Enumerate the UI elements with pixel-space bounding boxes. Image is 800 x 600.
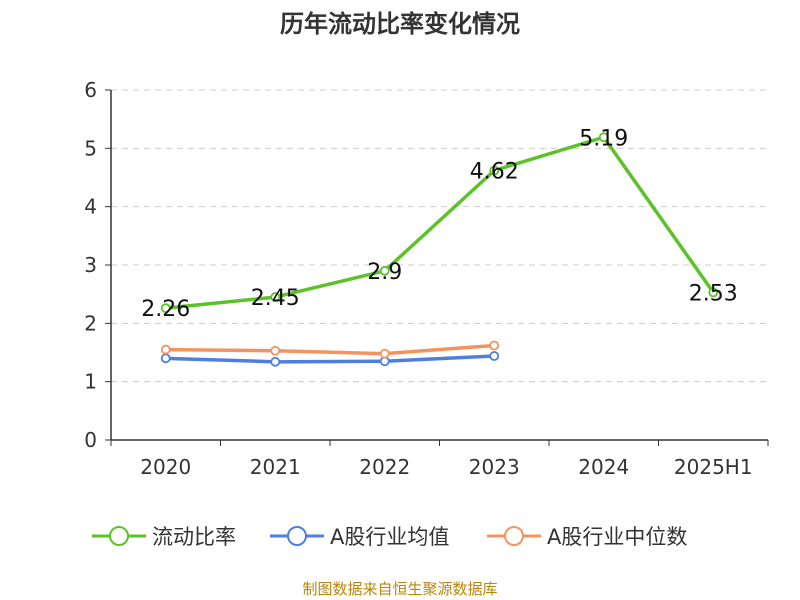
x-tick-label: 2024 xyxy=(578,455,629,479)
legend-label: A股行业中位数 xyxy=(547,525,688,549)
chart-title: 历年流动比率变化情况 xyxy=(280,10,520,38)
series-line xyxy=(165,354,495,364)
x-tick-label: 2025H1 xyxy=(674,455,753,479)
source-note: 制图数据来自恒生聚源数据库 xyxy=(302,580,498,598)
x-tick-label: 2023 xyxy=(469,455,520,479)
data-point xyxy=(598,132,609,143)
legend-item-industry-mean[interactable]: A股行业均值 xyxy=(270,520,449,552)
y-tick-label: 1 xyxy=(84,370,97,394)
series-line xyxy=(165,135,715,310)
data-label: 2.45 xyxy=(251,286,300,311)
data-point xyxy=(160,303,171,314)
series-line xyxy=(165,343,495,356)
data-point xyxy=(708,287,719,298)
data-point xyxy=(160,344,171,355)
data-label: 2.9 xyxy=(367,260,402,285)
grid-lines xyxy=(111,89,768,383)
y-tick-label: 5 xyxy=(84,136,97,160)
y-tick-label: 6 xyxy=(84,78,97,102)
data-point xyxy=(379,348,390,359)
legend-label: 流动比率 xyxy=(152,525,236,549)
data-label: 2.53 xyxy=(689,281,738,306)
data-point xyxy=(489,165,500,176)
legend-label: A股行业均值 xyxy=(330,525,450,549)
legend-marker-blue xyxy=(270,526,324,546)
x-tick-label: 2020 xyxy=(140,455,191,479)
data-label: 5.19 xyxy=(579,126,628,151)
data-label: 2.26 xyxy=(141,297,190,322)
data-point xyxy=(270,292,281,302)
data-point xyxy=(379,265,390,276)
x-tick-label: 2022 xyxy=(359,455,410,479)
series-lines xyxy=(160,132,719,367)
data-point xyxy=(489,340,500,351)
data-label: 4.62 xyxy=(470,160,519,185)
x-tick-label: 2021 xyxy=(250,455,301,479)
legend-marker-green xyxy=(92,526,146,546)
y-tick-label: 4 xyxy=(84,195,97,219)
y-tick-label: 0 xyxy=(84,428,97,452)
data-point xyxy=(489,351,500,361)
legend-item-current-ratio[interactable]: 流动比率 xyxy=(92,520,236,552)
y-tick-label: 2 xyxy=(84,311,97,335)
data-labels: 2.26 2.45 2.9 4.62 5.19 2.53 xyxy=(141,126,737,322)
data-point xyxy=(270,356,281,367)
legend-marker-orange xyxy=(487,526,541,546)
data-point xyxy=(270,345,281,356)
legend-item-industry-median[interactable]: A股行业中位数 xyxy=(487,520,687,552)
y-tick-label: 3 xyxy=(84,253,97,277)
data-point xyxy=(160,353,171,364)
axes: 0 1 2 3 4 5 6 2020 2021 2022 2023 2024 2025H1 xyxy=(84,78,769,479)
